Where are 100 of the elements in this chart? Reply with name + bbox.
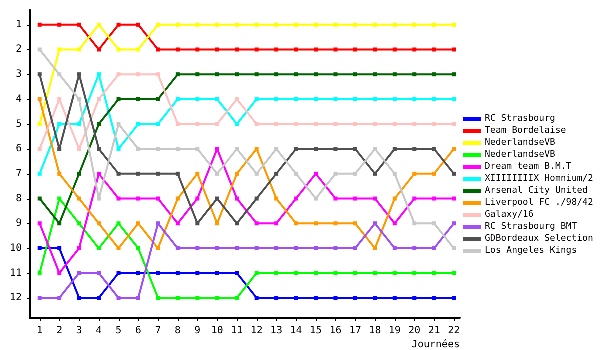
point	[274, 22, 279, 27]
x-tick-label: 4	[96, 326, 102, 336]
point	[373, 122, 378, 126]
point	[274, 296, 279, 300]
point	[77, 72, 82, 77]
point	[196, 72, 200, 77]
point	[97, 246, 102, 250]
legend-label: Los Angeles Kings	[485, 246, 578, 256]
point	[176, 271, 180, 276]
point	[314, 296, 318, 300]
point	[215, 222, 220, 226]
point	[97, 72, 102, 77]
point	[412, 122, 417, 126]
point	[432, 172, 436, 176]
point	[314, 271, 318, 276]
point	[373, 196, 378, 201]
point	[136, 222, 140, 226]
point	[156, 172, 160, 176]
point	[38, 246, 42, 250]
point	[353, 48, 358, 52]
point	[254, 196, 259, 201]
point	[334, 97, 338, 102]
x-tick-label: 20	[408, 326, 421, 336]
point	[156, 97, 160, 102]
point	[136, 22, 140, 27]
point	[235, 271, 240, 276]
point	[77, 196, 82, 201]
y-tick-label: 1	[16, 19, 22, 30]
point	[215, 172, 220, 176]
point	[38, 222, 42, 226]
x-tick-label: 1	[36, 326, 43, 336]
point	[392, 172, 397, 176]
point	[97, 222, 102, 226]
point	[136, 97, 140, 102]
point	[294, 97, 298, 102]
x-tick-label: 10	[211, 326, 224, 336]
point	[432, 22, 436, 27]
point	[353, 271, 358, 276]
x-tick-label: 19	[388, 326, 401, 336]
point	[58, 122, 62, 126]
point	[452, 97, 456, 102]
point	[196, 222, 200, 226]
point	[156, 296, 160, 300]
point	[334, 122, 338, 126]
point	[176, 222, 180, 226]
point	[274, 196, 279, 201]
point	[452, 147, 456, 152]
point	[432, 147, 436, 152]
point	[452, 172, 456, 176]
point	[176, 296, 180, 300]
point	[254, 172, 259, 176]
legend-label: Arsenal City United	[485, 186, 588, 196]
point	[176, 246, 180, 250]
point	[116, 246, 121, 250]
point	[97, 48, 102, 52]
point	[392, 222, 397, 226]
point	[294, 222, 298, 226]
point	[392, 72, 397, 77]
point	[353, 246, 358, 250]
point	[334, 147, 338, 152]
point	[412, 97, 417, 102]
point	[412, 296, 417, 300]
point	[294, 72, 298, 77]
point	[373, 147, 378, 152]
point	[294, 246, 298, 250]
legend-label: Galaxy/16	[485, 210, 534, 220]
point	[58, 147, 62, 152]
point	[97, 196, 102, 201]
x-tick-label: 9	[194, 326, 201, 336]
point	[136, 271, 140, 276]
point	[432, 48, 436, 52]
point	[314, 122, 318, 126]
point	[38, 22, 42, 27]
point	[215, 22, 220, 27]
y-tick-label: 7	[16, 168, 22, 180]
point	[314, 97, 318, 102]
point	[412, 196, 417, 201]
point	[116, 271, 121, 276]
point	[432, 246, 436, 250]
point	[254, 271, 259, 276]
y-tick-label: 11	[10, 268, 22, 279]
point	[392, 22, 397, 27]
point	[254, 48, 259, 52]
point	[432, 72, 436, 77]
point	[38, 296, 42, 300]
x-tick-label: 15	[310, 326, 322, 336]
point	[58, 72, 62, 77]
point	[58, 196, 62, 201]
point	[77, 22, 82, 27]
legend-label: XIIIIIIIIX Homnium/2	[485, 174, 594, 184]
point	[373, 97, 378, 102]
point	[412, 172, 417, 176]
point	[235, 222, 240, 226]
point	[294, 147, 298, 152]
point	[196, 271, 200, 276]
legend-label: Dream team B.M.T	[485, 162, 572, 172]
point	[373, 72, 378, 77]
point	[452, 122, 456, 126]
legend-label: NederlandseVB	[485, 150, 556, 160]
point	[274, 122, 279, 126]
